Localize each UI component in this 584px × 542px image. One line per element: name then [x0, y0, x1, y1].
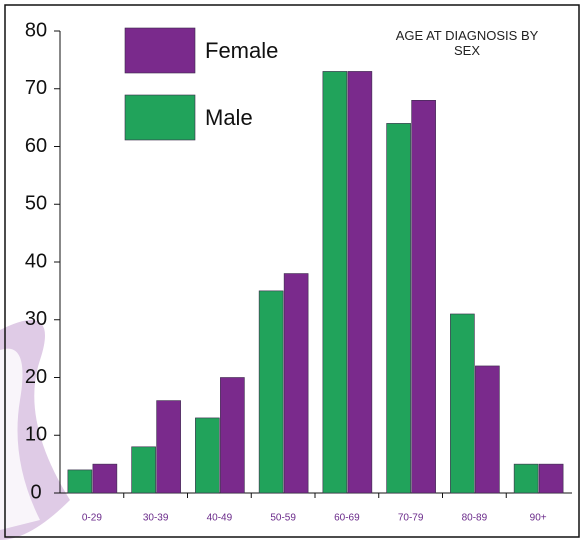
bar [450, 314, 474, 493]
y-tick-label: 50 [25, 193, 47, 215]
bar [68, 470, 92, 493]
bar [348, 71, 372, 493]
bar [157, 401, 181, 493]
bar [412, 100, 436, 493]
y-tick-label: 20 [25, 366, 47, 388]
y-tick-label: 30 [25, 308, 47, 330]
x-tick-label: 40-49 [207, 513, 233, 524]
y-tick-label: 60 [25, 135, 47, 157]
bar [514, 464, 538, 493]
x-tick-label: 90+ [530, 513, 547, 524]
x-tick-label: 0-29 [82, 513, 102, 524]
x-tick-label: 30-39 [143, 513, 169, 524]
bar [475, 366, 499, 493]
bar [259, 291, 283, 493]
bar [284, 274, 308, 493]
y-tick-label: 10 [25, 424, 47, 446]
bar [220, 378, 244, 494]
chart-title: AGE AT DIAGNOSIS BY SEX [392, 28, 542, 58]
x-tick-label: 60-69 [334, 513, 360, 524]
bar [195, 418, 219, 493]
x-tick-label: 50-59 [270, 513, 296, 524]
x-tick-label: 80-89 [462, 513, 488, 524]
legend-label: Female [205, 38, 278, 63]
y-tick-label: 40 [25, 250, 47, 272]
x-tick-label: 70-79 [398, 513, 424, 524]
legend-label: Male [205, 105, 253, 130]
y-tick-label: 0 [30, 481, 41, 503]
bar [132, 447, 156, 493]
y-tick-label: 70 [25, 77, 47, 99]
y-tick-label: 80 [25, 19, 47, 41]
bar [539, 464, 563, 493]
legend-swatch [125, 28, 195, 73]
chart: 0 10 20 30 40 50 60 70 80 0-29 30-39 40-49 50-59 60-6… [0, 0, 584, 542]
legend-swatch [125, 95, 195, 140]
bar [387, 123, 411, 493]
page: 0 10 20 30 40 50 60 70 80 0-29 30-39 40-49 50-59 60-6… [0, 0, 584, 542]
bar [93, 464, 117, 493]
bar [323, 71, 347, 493]
